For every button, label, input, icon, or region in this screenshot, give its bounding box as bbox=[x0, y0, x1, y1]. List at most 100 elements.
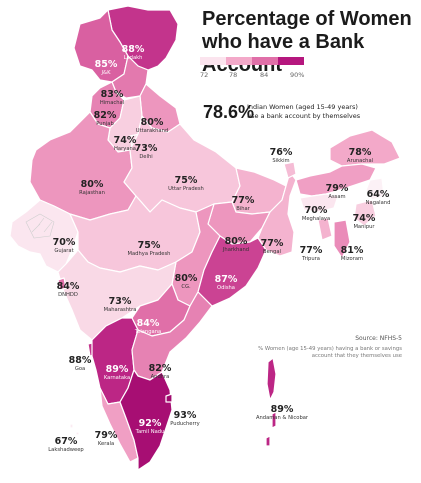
state-label: 77% Bihar bbox=[231, 195, 255, 213]
headline-description: Indian Women (aged 15-49 years) use a ba… bbox=[247, 103, 361, 120]
state-name: Bengal bbox=[263, 249, 281, 255]
state-percent: 77% bbox=[260, 238, 284, 249]
color-legend: 72 78 84 90% bbox=[200, 57, 306, 87]
source-note: Source: NFHS-5 bbox=[355, 335, 402, 342]
state-percent: 73% bbox=[108, 296, 132, 307]
state-label: 78% Arunachal bbox=[346, 147, 374, 165]
legend-swatch bbox=[226, 57, 252, 65]
state-name: Assam bbox=[328, 194, 346, 200]
state-percent: 85% bbox=[94, 59, 118, 70]
state-percent: 75% bbox=[174, 175, 198, 186]
state-percent: 79% bbox=[94, 430, 118, 441]
state-percent: 89% bbox=[105, 364, 129, 375]
legend-tick: 72 bbox=[200, 71, 209, 79]
region-odisha bbox=[197, 235, 267, 307]
state-label: 64% Nagaland bbox=[365, 189, 391, 207]
state-percent: 73% bbox=[134, 143, 158, 154]
state-name: Mizoram bbox=[340, 256, 364, 262]
state-percent: 79% bbox=[325, 183, 349, 194]
region-dnhdd bbox=[57, 277, 67, 291]
state-percent: 82% bbox=[148, 363, 172, 374]
shaded-unclaimed-areas bbox=[25, 213, 55, 239]
state-percent: 70% bbox=[52, 237, 76, 248]
region-arunachal bbox=[329, 129, 401, 167]
state-percent: 81% bbox=[340, 245, 364, 256]
state-name: Bihar bbox=[236, 206, 250, 212]
region-tamil-nadu bbox=[119, 369, 173, 471]
state-name: Ladakh bbox=[123, 55, 143, 61]
state-name: Puducherry bbox=[170, 421, 200, 427]
region-manipur bbox=[353, 199, 377, 227]
state-percent: 80% bbox=[80, 179, 104, 190]
legend-swatch bbox=[200, 57, 226, 65]
state-label: 88% Ladakh bbox=[122, 45, 145, 62]
legend-tick: 90% bbox=[290, 71, 305, 79]
state-percent: 76% bbox=[269, 147, 293, 158]
state-name: Kerala bbox=[97, 441, 115, 447]
state-name: Delhi bbox=[139, 154, 153, 160]
state-name: Odisha bbox=[217, 285, 235, 291]
legend-swatch bbox=[252, 57, 278, 65]
state-percent: 82% bbox=[93, 110, 117, 121]
region-mizoram bbox=[333, 219, 351, 259]
state-percent: 80% bbox=[140, 117, 164, 128]
state-name: Maharashtra bbox=[103, 307, 137, 313]
state-percent: 83% bbox=[100, 89, 124, 100]
state-percent: 74% bbox=[352, 213, 376, 224]
state-percent: 75% bbox=[137, 240, 161, 251]
state-name: Arunachal bbox=[346, 158, 374, 164]
state-percent: 74% bbox=[113, 135, 137, 146]
headline-value: 78.6% bbox=[203, 102, 255, 122]
state-percent: 77% bbox=[231, 195, 255, 206]
state-label: 73% Maharashtra bbox=[103, 296, 137, 314]
state-label: 77% Tripura bbox=[300, 246, 323, 263]
region-nagaland bbox=[365, 177, 385, 201]
legend-swatch bbox=[278, 57, 304, 65]
state-name: Manipur bbox=[353, 224, 375, 230]
state-name: Madhya Pradesh bbox=[127, 251, 171, 257]
state-label: 82% Andhra bbox=[148, 363, 172, 381]
state-percent: 80% bbox=[224, 236, 248, 247]
state-percent: 88% bbox=[68, 355, 92, 366]
state-label: 80% CG. bbox=[175, 274, 198, 291]
state-percent: 84% bbox=[136, 318, 160, 329]
state-label: 67% Lakshadweep bbox=[48, 437, 84, 454]
state-name: Lakshadweep bbox=[48, 447, 84, 453]
state-label: 75% Uttar Pradesh bbox=[168, 175, 204, 193]
state-percent: 64% bbox=[366, 189, 390, 200]
state-label: 80% Rajasthan bbox=[79, 179, 105, 197]
state-label: 89% Karnataka bbox=[103, 364, 131, 382]
state-label: 84% Telangana bbox=[134, 318, 162, 336]
state-percent: 84% bbox=[56, 281, 80, 292]
state-name: Goa bbox=[74, 366, 86, 372]
state-label: 87% Odisha bbox=[214, 274, 238, 292]
state-label: 92% Tamil Nadu bbox=[135, 419, 165, 436]
state-name: Haryana bbox=[114, 146, 136, 152]
legend-gradient bbox=[200, 57, 304, 65]
state-name: Nagaland bbox=[365, 200, 391, 206]
state-label: 80% Uttarakhand bbox=[135, 117, 169, 135]
region-lakshadweep bbox=[69, 423, 80, 436]
state-label: 74% Haryana bbox=[113, 135, 137, 153]
legend-tick: 78 bbox=[229, 71, 238, 79]
state-name: Telangana bbox=[134, 329, 162, 335]
region-himachal bbox=[111, 55, 149, 99]
state-name: Karnataka bbox=[103, 375, 131, 381]
state-name: Tamil Nadu bbox=[135, 429, 165, 435]
state-name: Himachal bbox=[99, 100, 125, 106]
state-name: Andhra bbox=[150, 374, 170, 380]
state-percent: 78% bbox=[348, 147, 372, 158]
state-label: 79% Assam bbox=[325, 183, 349, 201]
state-label: 74% Manipur bbox=[352, 213, 376, 231]
footnote: % Women (age 15-49 years) having a bank … bbox=[258, 346, 402, 359]
state-name: Sikkim bbox=[272, 158, 290, 164]
state-label: 82% Punjab bbox=[93, 110, 117, 128]
state-label: 77% Bengal bbox=[260, 238, 284, 256]
state-label: 76% Sikkim bbox=[269, 147, 293, 165]
state-name: Gujarat bbox=[54, 248, 74, 254]
state-percent: 87% bbox=[214, 274, 238, 285]
state-label: 79% Kerala bbox=[94, 430, 118, 448]
state-name: Uttarakhand bbox=[135, 128, 169, 134]
state-label: 73% Delhi bbox=[134, 143, 158, 161]
